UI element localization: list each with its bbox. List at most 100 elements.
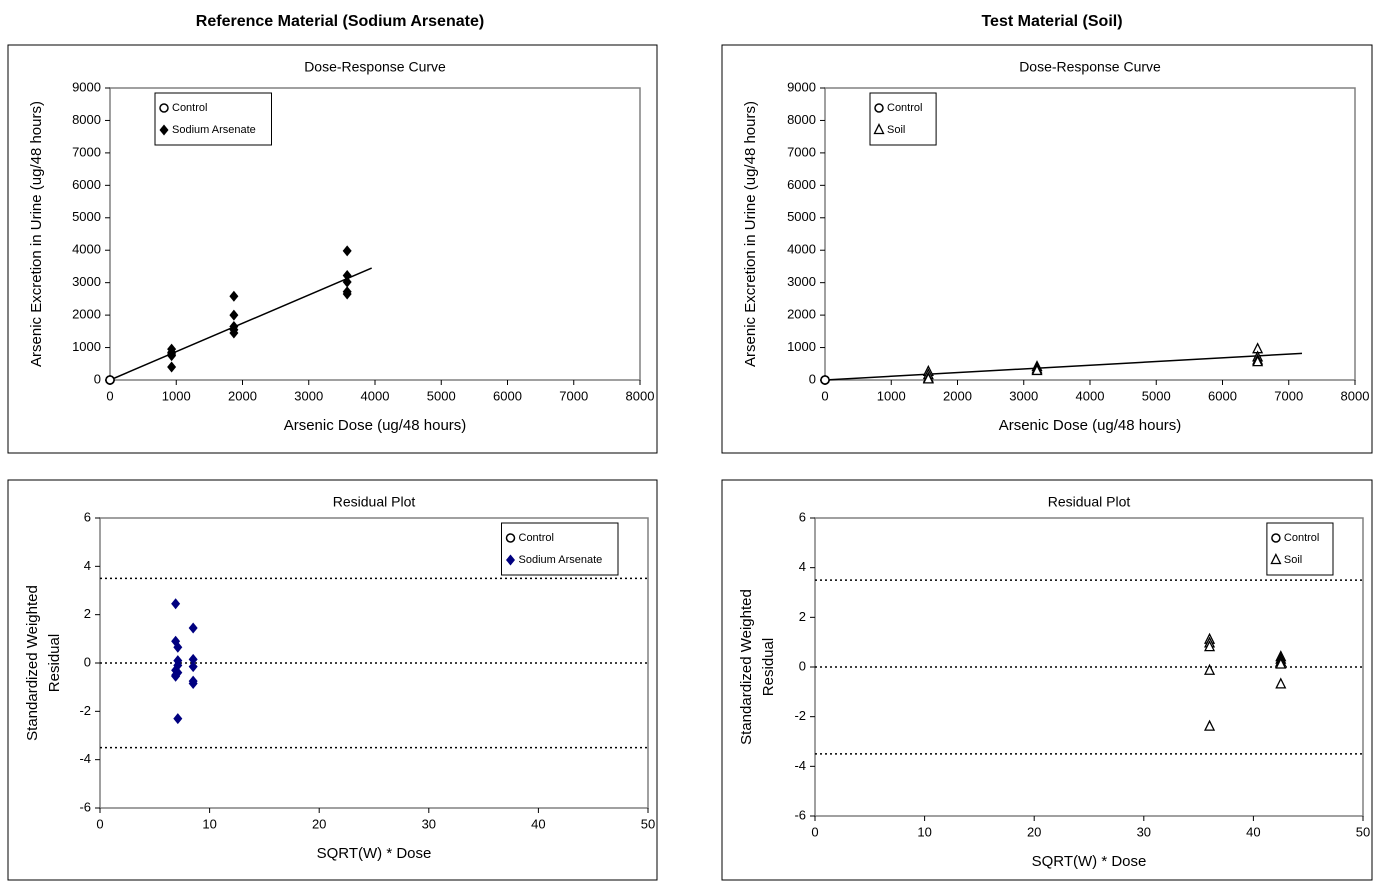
x-tick-label: 5000 [1142,388,1171,403]
marker [173,713,183,725]
marker [229,327,239,339]
legend-marker [1271,533,1281,543]
legend-box [501,522,619,576]
x-tick-label: 40 [1246,824,1260,839]
marker [229,290,239,302]
y-tick-label: -4 [79,751,91,766]
y-tick-label: 7000 [72,144,101,159]
y-tick-label: 4 [84,558,91,573]
y-tick-label: -2 [794,708,806,723]
x-tick-label: 10 [917,824,931,839]
y-tick-label: 8000 [787,112,816,127]
x-tick-label: 6000 [493,388,522,403]
legend-marker [506,554,515,566]
chart-title: Dose-Response Curve [1019,59,1161,75]
legend-label: Soil [887,124,905,136]
y-tick-label: 0 [94,371,101,386]
fit-line [109,267,372,381]
column-header: Reference Material (Sodium Arsenate) [196,13,484,30]
y-tick-label: 4000 [787,242,816,257]
x-tick-label: 30 [1137,824,1151,839]
x-tick-label: 0 [96,816,103,831]
marker [1204,663,1216,675]
y-tick-label: -6 [794,807,806,822]
marker [173,659,183,671]
y-tick-label: -2 [79,703,91,718]
y-tick-label: -4 [794,758,806,773]
legend-marker [505,533,516,543]
x-tick-label: 20 [1027,824,1041,839]
column-header: Test Material (Soil) [981,13,1122,30]
legend-marker [159,103,169,113]
x-tick-label: 3000 [294,388,323,403]
x-tick-label: 1000 [162,388,191,403]
x-tick-label: 4000 [361,388,390,403]
y-tick-label: 4000 [72,242,101,257]
marker [173,667,183,679]
legend-marker [1270,553,1282,565]
marker [173,641,183,653]
y-tick-label: 2 [799,609,806,624]
y-axis-label: Arsenic Excretion in Urine (ug/48 hours) [742,101,759,367]
x-axis-label: Arsenic Dose (ug/48 hours) [999,417,1182,434]
y-axis-label: Residual [46,634,63,692]
marker [922,372,934,384]
marker [342,270,352,282]
marker [171,598,181,610]
legend-marker [874,103,884,113]
marker [342,288,352,300]
y-tick-label: 3000 [787,274,816,289]
marker [188,661,198,673]
y-tick-label: 2000 [72,307,101,322]
marker [1204,640,1216,652]
x-tick-label: 0 [821,388,828,403]
x-tick-label: 40 [531,816,545,831]
marker [1031,363,1043,376]
legend-label: Control [1284,532,1319,544]
x-tick-label: 1000 [877,388,906,403]
y-tick-label: 6 [799,509,806,524]
marker [342,276,352,288]
legend-label: Control [519,532,554,544]
marker [188,653,198,665]
marker [1275,657,1287,669]
x-tick-label: 8000 [1341,388,1370,403]
fit-line [824,352,1303,381]
x-tick-label: 20 [312,816,326,831]
y-axis-label: Standardized Weighted [738,589,755,745]
y-tick-label: 0 [809,371,816,386]
legend-marker [159,124,169,136]
marker [1204,719,1216,731]
x-tick-label: 30 [422,816,436,831]
y-tick-label: 7000 [787,144,816,159]
x-tick-label: 2000 [943,388,972,403]
x-tick-label: 50 [1356,824,1370,839]
x-tick-label: 0 [811,824,818,839]
legend-box [1266,522,1334,576]
marker [820,375,830,385]
x-tick-label: 7000 [1274,388,1303,403]
marker [105,375,115,385]
marker [167,361,177,373]
x-tick-label: 6000 [1208,388,1237,403]
x-tick-label: 4000 [1076,388,1105,403]
y-tick-label: 2 [84,606,91,621]
y-tick-label: 4 [799,559,806,574]
x-axis-label: SQRT(W) * Dose [317,845,432,862]
x-tick-label: 50 [641,816,655,831]
x-tick-label: 5000 [427,388,456,403]
legend-marker [873,123,885,135]
y-tick-label: 2000 [787,307,816,322]
x-tick-label: 0 [106,388,113,403]
y-tick-label: 0 [84,654,91,669]
x-tick-label: 8000 [626,388,655,403]
y-tick-label: 1000 [72,339,101,354]
chart-title: Residual Plot [1048,494,1131,510]
chart-title: Residual Plot [333,494,416,510]
legend-label: Control [887,102,922,114]
x-tick-label: 7000 [559,388,588,403]
legend-label: Soil [1284,554,1302,566]
y-axis-label: Standardized Weighted [24,585,41,741]
